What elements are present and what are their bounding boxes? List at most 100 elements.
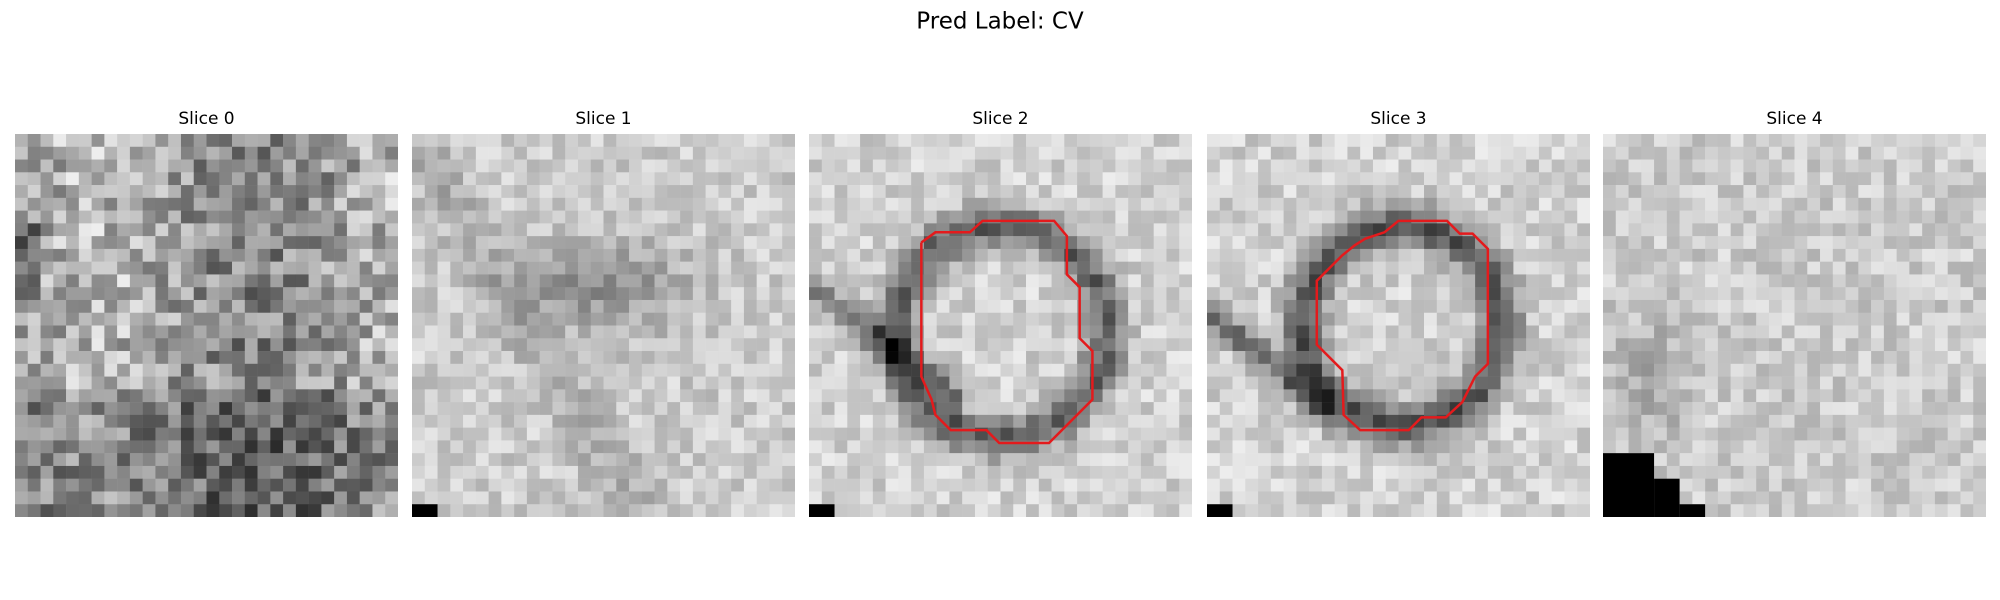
pixel [1922,338,1936,352]
pixel [1896,465,1910,479]
pixel [1896,159,1910,173]
pixel [27,440,41,454]
pixel [1807,261,1821,275]
pixel [1513,248,1527,262]
pixel [1871,465,1885,479]
pixel [834,236,848,250]
pixel [1615,146,1629,160]
pixel [1960,261,1974,275]
pixel [885,465,899,479]
pixel [142,363,156,377]
pixel [437,159,451,173]
pixel [718,248,732,262]
pixel [1128,172,1142,186]
pixel [1794,261,1808,275]
pixel [66,338,80,352]
pixel [295,376,309,390]
pixel [1909,223,1923,237]
pixel [692,325,706,339]
pixel [437,440,451,454]
pixel [270,146,284,160]
pixel [1128,465,1142,479]
pixel [78,248,92,262]
pixel [1424,185,1438,199]
pixel [346,414,360,428]
pixel [1411,134,1425,148]
pixel [1179,185,1192,199]
pixel [1871,389,1885,403]
pixel [437,197,451,211]
pixel [1500,223,1514,237]
pixel [1922,274,1936,288]
pixel [244,363,258,377]
pixel [514,325,528,339]
pixel [962,389,976,403]
pixel [641,299,655,313]
pixel [769,478,783,492]
pixel [1360,376,1374,390]
pixel [565,440,579,454]
pixel [1283,261,1297,275]
pixel [463,414,477,428]
pixel [641,325,655,339]
pixel [718,325,732,339]
pixel [616,414,630,428]
pixel [847,389,861,403]
pixel [1973,299,1986,313]
pixel [1500,210,1514,224]
pixel [1487,261,1501,275]
pixel [91,312,105,326]
pixel [27,274,41,288]
pixel [1219,338,1233,352]
pixel [1398,338,1412,352]
pixel [1207,248,1221,262]
pixel [1398,414,1412,428]
pixel [424,465,438,479]
pixel [308,453,322,467]
pixel [142,325,156,339]
pixel [359,440,373,454]
pixel [860,478,874,492]
pixel [1858,478,1872,492]
pixel [1475,197,1489,211]
pixel [1153,414,1167,428]
pixel [1909,440,1923,454]
pixel [1603,325,1617,339]
pixel [1730,274,1744,288]
pixel [834,427,848,441]
pixel [1334,223,1348,237]
pixel [142,491,156,505]
pixel [1743,325,1757,339]
pixel [809,261,823,275]
pixel [1615,223,1629,237]
pixel [117,325,131,339]
pixel [1128,146,1142,160]
pixel [412,440,426,454]
pixel [603,197,617,211]
pixel [1845,504,1859,517]
pixel [412,210,426,224]
pixel [346,287,360,301]
pixel [1219,453,1233,467]
pixel [1334,210,1348,224]
pixel [1077,261,1091,275]
pixel [1166,491,1180,505]
pixel [1219,427,1233,441]
pixel [949,248,963,262]
pixel [450,478,464,492]
pixel [475,465,489,479]
pixel [1538,261,1552,275]
pixel [1973,248,1986,262]
pixel [1845,223,1859,237]
pixel [1832,312,1846,326]
pixel [1934,363,1948,377]
pixel [936,351,950,365]
pixel [168,248,182,262]
pixel [78,440,92,454]
pixel [705,172,719,186]
pixel [117,504,131,517]
pixel [232,287,246,301]
pixel [1883,504,1897,517]
pixel [1717,325,1731,339]
pixel [782,197,795,211]
